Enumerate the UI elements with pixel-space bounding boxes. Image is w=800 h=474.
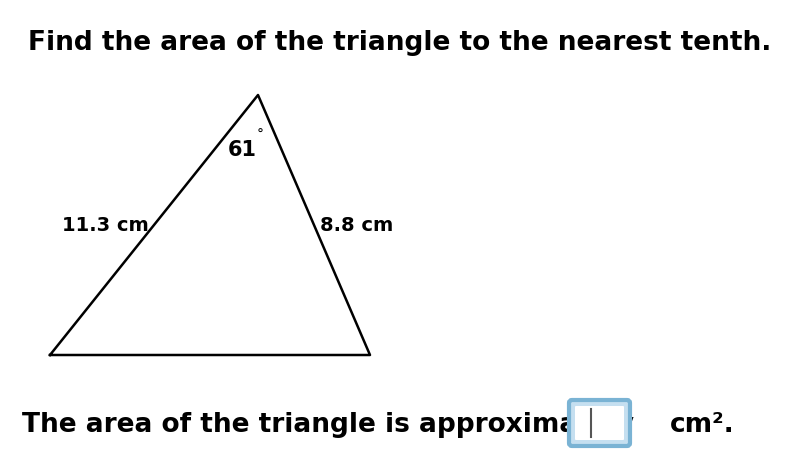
FancyBboxPatch shape bbox=[569, 400, 630, 446]
Text: 11.3 cm: 11.3 cm bbox=[62, 216, 148, 235]
Text: 8.8 cm: 8.8 cm bbox=[320, 216, 394, 235]
Text: °: ° bbox=[257, 128, 264, 142]
Text: 61: 61 bbox=[228, 140, 257, 160]
FancyBboxPatch shape bbox=[575, 406, 624, 440]
Text: The area of the triangle is approximately: The area of the triangle is approximatel… bbox=[22, 412, 634, 438]
Text: cm².: cm². bbox=[670, 412, 734, 438]
Text: Find the area of the triangle to the nearest tenth.: Find the area of the triangle to the nea… bbox=[28, 30, 772, 56]
